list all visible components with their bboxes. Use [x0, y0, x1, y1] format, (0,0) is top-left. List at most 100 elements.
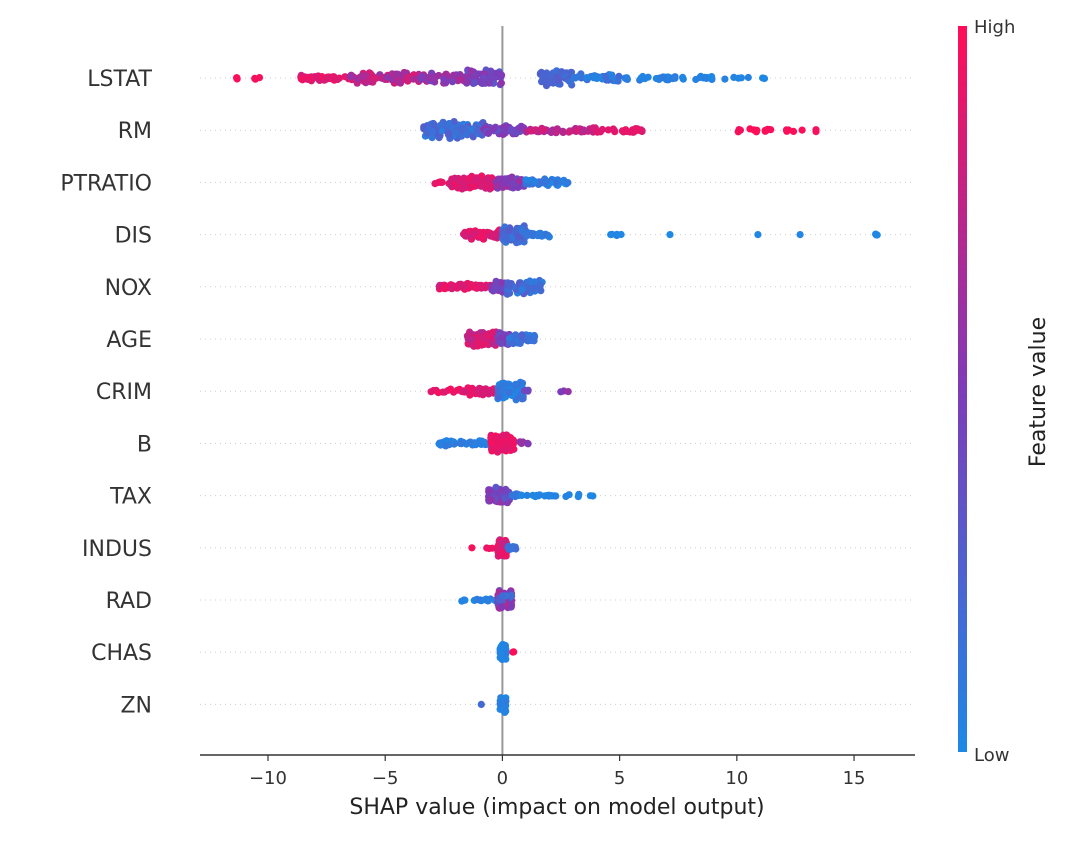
shap-point [499, 592, 507, 600]
shap-point [471, 229, 479, 237]
colorbar-title: Feature value [1026, 317, 1051, 467]
shap-point [434, 389, 442, 397]
shap-point [507, 591, 515, 599]
shap-point [524, 440, 532, 448]
shap-point [501, 705, 509, 713]
shap-point [580, 126, 588, 134]
feature-label-tax: TAX [109, 485, 152, 510]
x-tick-label: −5 [372, 768, 399, 789]
feature-label-nox: NOX [105, 276, 152, 301]
shap-point [522, 231, 530, 239]
shap-point [546, 72, 555, 80]
shap-point [721, 75, 729, 83]
shap-point [872, 231, 880, 239]
shap-point [491, 282, 499, 290]
shap-point [494, 387, 502, 395]
shap-point [498, 602, 506, 611]
shap-point [470, 342, 478, 350]
feature-label-lstat: LSTAT [87, 67, 152, 92]
shap-point [442, 442, 450, 450]
shap-point [798, 126, 806, 134]
shap-point [518, 379, 527, 387]
shap-point [564, 388, 572, 396]
shap-point [622, 126, 630, 134]
shap-point [500, 441, 508, 449]
shap-point [558, 178, 567, 186]
shap-point [466, 438, 475, 446]
shap-point [782, 126, 791, 134]
shap-point [558, 68, 566, 76]
shap-point [539, 126, 547, 134]
shap-point [458, 124, 466, 132]
shap-point [557, 388, 565, 396]
shap-point [505, 388, 513, 396]
shap-point [452, 129, 460, 137]
shap-point [497, 334, 505, 342]
shap-point [530, 177, 539, 185]
shap-point [503, 235, 511, 243]
shap-point [644, 73, 652, 81]
points-zn [477, 694, 510, 717]
shap-point [458, 282, 466, 290]
shap-point [523, 335, 532, 343]
shap-point [445, 129, 453, 137]
shap-point [746, 125, 754, 133]
shap-point [479, 232, 487, 240]
feature-labels: LSTAT RM PTRATIO DIS NOX AGE CRIM B TAX INDUS RAD C… [60, 67, 152, 718]
shap-point [318, 73, 326, 81]
shap-point [507, 603, 515, 611]
shap-point [529, 284, 538, 292]
shap-point [429, 120, 437, 128]
feature-label-indus: INDUS [82, 537, 152, 562]
shap-point [531, 278, 539, 286]
shap-point [574, 73, 582, 81]
shap-point [468, 544, 476, 552]
points-indus [468, 536, 520, 560]
shap-point [516, 438, 524, 446]
shap-point [372, 74, 380, 82]
shap-point [499, 431, 507, 439]
points-age [463, 328, 539, 350]
shap-point [530, 331, 538, 340]
shap-point [522, 176, 530, 184]
shap-point [734, 128, 742, 136]
shap-point [409, 75, 417, 83]
shap-point [796, 231, 804, 239]
shap-point [469, 182, 478, 190]
shap-point [752, 128, 761, 136]
shap-point [609, 125, 617, 133]
shap-point [529, 491, 537, 499]
x-tick-label: 0 [497, 768, 508, 789]
shap-point [545, 491, 553, 499]
shap-point [564, 179, 572, 187]
shap-point [489, 329, 497, 337]
shap-point [471, 79, 479, 87]
shap-point [388, 70, 396, 78]
shap-point [575, 126, 583, 134]
shap-point [457, 440, 465, 448]
shap-point [429, 127, 437, 136]
shap-point [481, 284, 489, 292]
shap-point [497, 650, 505, 658]
shap-point [465, 175, 473, 183]
shap-point [549, 79, 557, 87]
shap-point [492, 69, 500, 77]
shap-point [536, 281, 544, 289]
shap-point [498, 285, 506, 293]
shap-point [540, 72, 548, 80]
shap-point [509, 339, 517, 347]
feature-label-rm: RM [118, 119, 152, 144]
shap-point [435, 134, 443, 142]
shap-point [487, 439, 496, 447]
shap-point [431, 180, 439, 188]
shap-point [442, 282, 450, 290]
shap-point [744, 73, 752, 82]
shap-point [701, 73, 709, 81]
shap-point [502, 697, 510, 705]
shap-point [489, 231, 497, 239]
shap-point [565, 491, 573, 499]
shap-point [457, 132, 466, 140]
shap-point [483, 175, 491, 183]
shap-point [511, 128, 520, 136]
